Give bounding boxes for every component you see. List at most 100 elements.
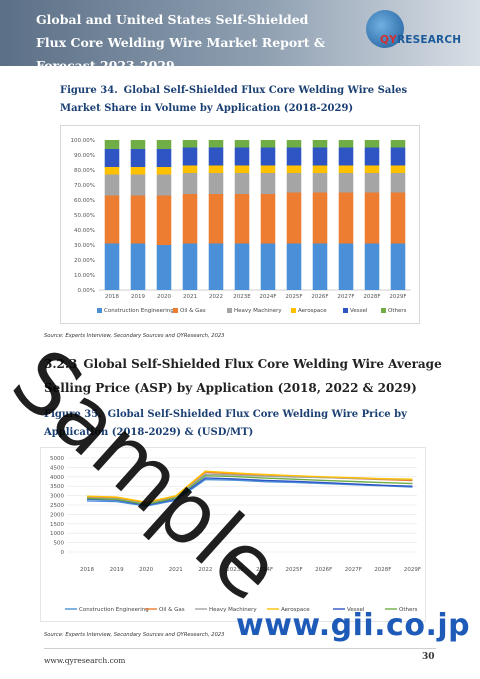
bar-segment bbox=[156, 195, 172, 245]
x-tick-label: 2026F bbox=[311, 294, 328, 300]
legend-label: Vessel bbox=[347, 607, 365, 613]
y-tick-label: 1000 bbox=[50, 531, 64, 537]
bar-segment bbox=[390, 165, 406, 173]
figure-35-source: Source: Experts Interview, Secondary Sou… bbox=[44, 632, 225, 638]
y-tick-label: 3000 bbox=[50, 494, 64, 500]
legend-label: Oil & Gas bbox=[180, 308, 206, 314]
x-tick-label: 2029F bbox=[404, 567, 421, 573]
y-tick-label: 0 bbox=[61, 550, 65, 556]
bar-segment bbox=[312, 243, 328, 290]
bar-segment bbox=[364, 173, 380, 193]
bar-segment bbox=[104, 149, 120, 167]
x-tick-label: 2020 bbox=[157, 294, 171, 300]
x-tick-label: 2024F bbox=[259, 294, 276, 300]
bar-segment bbox=[130, 140, 146, 149]
bar-segment bbox=[312, 165, 328, 173]
bar-segment bbox=[364, 140, 380, 148]
page-number: 30 bbox=[422, 652, 435, 662]
bar-segment bbox=[104, 195, 120, 244]
bar-segment bbox=[130, 195, 146, 244]
y-tick-label: 1500 bbox=[50, 522, 64, 528]
legend-swatch bbox=[343, 308, 348, 313]
x-tick-label: 2021 bbox=[183, 294, 197, 300]
line-chart: 0 500 1000 1500 2000 2500 3000 3500 4000 4500 5000… bbox=[50, 456, 421, 613]
legend-label: Construction Engineering bbox=[104, 308, 174, 314]
section-number: 3.2.3 bbox=[44, 357, 78, 371]
figure-34-label: Figure 34. bbox=[60, 85, 118, 96]
bar-segment bbox=[104, 243, 120, 290]
bar-segment bbox=[130, 174, 146, 196]
x-tick-label: 2022 bbox=[198, 567, 212, 573]
bar-segment bbox=[260, 147, 276, 166]
x-tick-label: 2025F bbox=[285, 294, 302, 300]
footer-divider bbox=[44, 648, 436, 649]
legend-label: Vessel bbox=[350, 308, 368, 314]
bar-segment bbox=[234, 173, 250, 194]
bar-segment bbox=[208, 194, 224, 244]
legend-label: Aerospace bbox=[298, 308, 327, 314]
legend-label: Construction Engineering bbox=[79, 607, 149, 613]
legend-label: Heavy Machinery bbox=[234, 308, 282, 314]
bar-segment bbox=[130, 167, 146, 175]
figure-35-chart: 0 500 1000 1500 2000 2500 3000 3500 4000 4500 5000… bbox=[40, 447, 426, 622]
legend-label: Heavy Machinery bbox=[209, 607, 257, 613]
y-tick-label: 3500 bbox=[50, 484, 64, 490]
logo-prefix: QY bbox=[380, 34, 397, 46]
bar-segment bbox=[208, 140, 224, 148]
y-tick-label: 2000 bbox=[50, 512, 64, 518]
footer-url: www.qyresearch.com bbox=[44, 656, 126, 665]
bar-segment bbox=[364, 147, 380, 166]
x-tick-label: 2027F bbox=[345, 567, 362, 573]
bar-segment bbox=[312, 147, 328, 166]
y-tick-label: 4500 bbox=[50, 465, 64, 471]
bar-segment bbox=[130, 243, 146, 290]
bar-segment bbox=[156, 149, 172, 167]
bar-segment bbox=[234, 140, 250, 148]
bar-segment bbox=[104, 174, 120, 196]
bar-segment bbox=[338, 140, 354, 148]
y-tick-label: 4000 bbox=[50, 475, 64, 481]
bar-segment bbox=[364, 243, 380, 290]
figure-34-source: Source: Experts Interview, Secondary Sou… bbox=[44, 333, 225, 339]
bar-segment bbox=[182, 194, 198, 244]
bar-segment bbox=[338, 243, 354, 290]
report-title: Global and United States Self-Shielded F… bbox=[36, 12, 326, 73]
bar-segment bbox=[390, 173, 406, 193]
bar-segment bbox=[234, 165, 250, 173]
bar-segment bbox=[260, 243, 276, 290]
qyresearch-logo: QYRESEARCH bbox=[380, 34, 461, 46]
y-tick-label: 0.00% bbox=[78, 288, 95, 294]
bar-segment bbox=[286, 192, 302, 244]
x-tick-label: 2029F bbox=[389, 294, 406, 300]
y-tick-label: 50.00% bbox=[74, 213, 95, 219]
bar-segment bbox=[182, 165, 198, 173]
y-tick-label: 20.00% bbox=[74, 258, 95, 264]
bar-segment bbox=[286, 147, 302, 166]
bar-segment bbox=[182, 243, 198, 290]
bar-segment bbox=[156, 174, 172, 196]
legend-swatch bbox=[381, 308, 386, 313]
bar-segment bbox=[234, 194, 250, 244]
y-tick-label: 10.00% bbox=[74, 273, 95, 279]
bar-segment bbox=[312, 140, 328, 148]
bar-segment bbox=[182, 140, 198, 148]
x-tick-label: 2020 bbox=[139, 567, 153, 573]
y-tick-label: 70.00% bbox=[74, 183, 95, 189]
bar-segment bbox=[260, 173, 276, 194]
bar-segment bbox=[286, 173, 302, 193]
x-tick-label: 2019 bbox=[131, 294, 145, 300]
stacked-bar-chart: 0.00% 10.00% 20.00% 30.00% 40.00% 50.00% 60.00… bbox=[71, 138, 411, 314]
bar-segment bbox=[390, 140, 406, 148]
legend-swatch bbox=[97, 308, 102, 313]
figure-34-chart: 0.00% 10.00% 20.00% 30.00% 40.00% 50.00% 60.00… bbox=[60, 125, 420, 324]
bar-segment bbox=[156, 140, 172, 149]
bar-segment bbox=[208, 173, 224, 194]
legend-swatch bbox=[291, 308, 296, 313]
series-line bbox=[86, 474, 413, 506]
figure-34-caption: Global Self-Shielded Flux Core Welding W… bbox=[60, 85, 408, 114]
bar-segment bbox=[182, 173, 198, 194]
bar-segment bbox=[390, 192, 406, 244]
x-tick-label: 2023E bbox=[226, 567, 244, 573]
y-tick-label: 60.00% bbox=[74, 198, 95, 204]
bar-segment bbox=[364, 192, 380, 244]
